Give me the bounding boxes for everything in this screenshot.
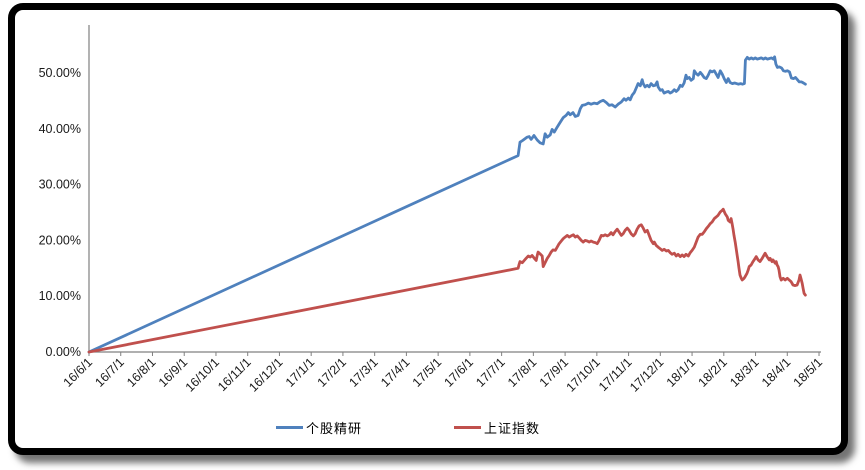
legend: 个股精研 上证指数 <box>276 418 540 437</box>
x-tick-label: 16/12/1 <box>246 355 285 394</box>
x-tick-label: 17/4/1 <box>378 355 413 390</box>
x-tick-label: 18/3/1 <box>727 355 762 390</box>
legend-label-series-1: 上证指数 <box>484 421 541 436</box>
x-tick-label: 17/8/1 <box>505 355 540 390</box>
x-tick-label: 18/2/1 <box>695 355 730 390</box>
x-tick-label: 16/11/1 <box>215 355 254 394</box>
x-tick-label: 17/7/1 <box>473 355 508 390</box>
y-tick-label: 0.00% <box>46 345 81 359</box>
y-tick-label: 20.00% <box>39 233 81 247</box>
x-tick-label: 16/7/1 <box>92 355 127 390</box>
x-tick-label: 17/5/1 <box>410 355 445 390</box>
y-tick-label: 50.00% <box>39 66 81 80</box>
x-tick-label: 16/8/1 <box>124 355 159 390</box>
y-tick-label: 40.00% <box>39 122 81 136</box>
y-tick-label: 10.00% <box>39 289 81 303</box>
x-tick-label: 17/2/1 <box>315 355 350 390</box>
x-tick-label: 18/5/1 <box>791 355 826 390</box>
x-tick-label: 18/4/1 <box>759 355 794 390</box>
legend-item-series-0: 个股精研 <box>276 418 362 437</box>
x-tick-label: 17/6/1 <box>442 355 477 390</box>
series-line-1 <box>87 207 807 354</box>
series-line-0 <box>87 55 807 354</box>
legend-label-series-0: 个股精研 <box>306 421 363 436</box>
x-tick-label: 17/3/1 <box>346 355 381 390</box>
x-tick-label: 16/6/1 <box>61 355 96 390</box>
legend-line-swatch-red <box>454 426 482 429</box>
y-tick-label: 30.00% <box>39 178 81 192</box>
x-tick-label: 17/12/1 <box>627 355 666 394</box>
x-tick-label: 16/10/1 <box>183 355 222 394</box>
x-tick-label: 18/1/1 <box>664 355 699 390</box>
legend-item-series-1: 上证指数 <box>454 418 540 437</box>
x-tick-label: 17/11/1 <box>596 355 635 394</box>
x-tick-label: 17/1/1 <box>283 355 318 390</box>
x-tick-label: 17/10/1 <box>564 355 603 394</box>
legend-line-swatch-blue <box>276 426 303 429</box>
